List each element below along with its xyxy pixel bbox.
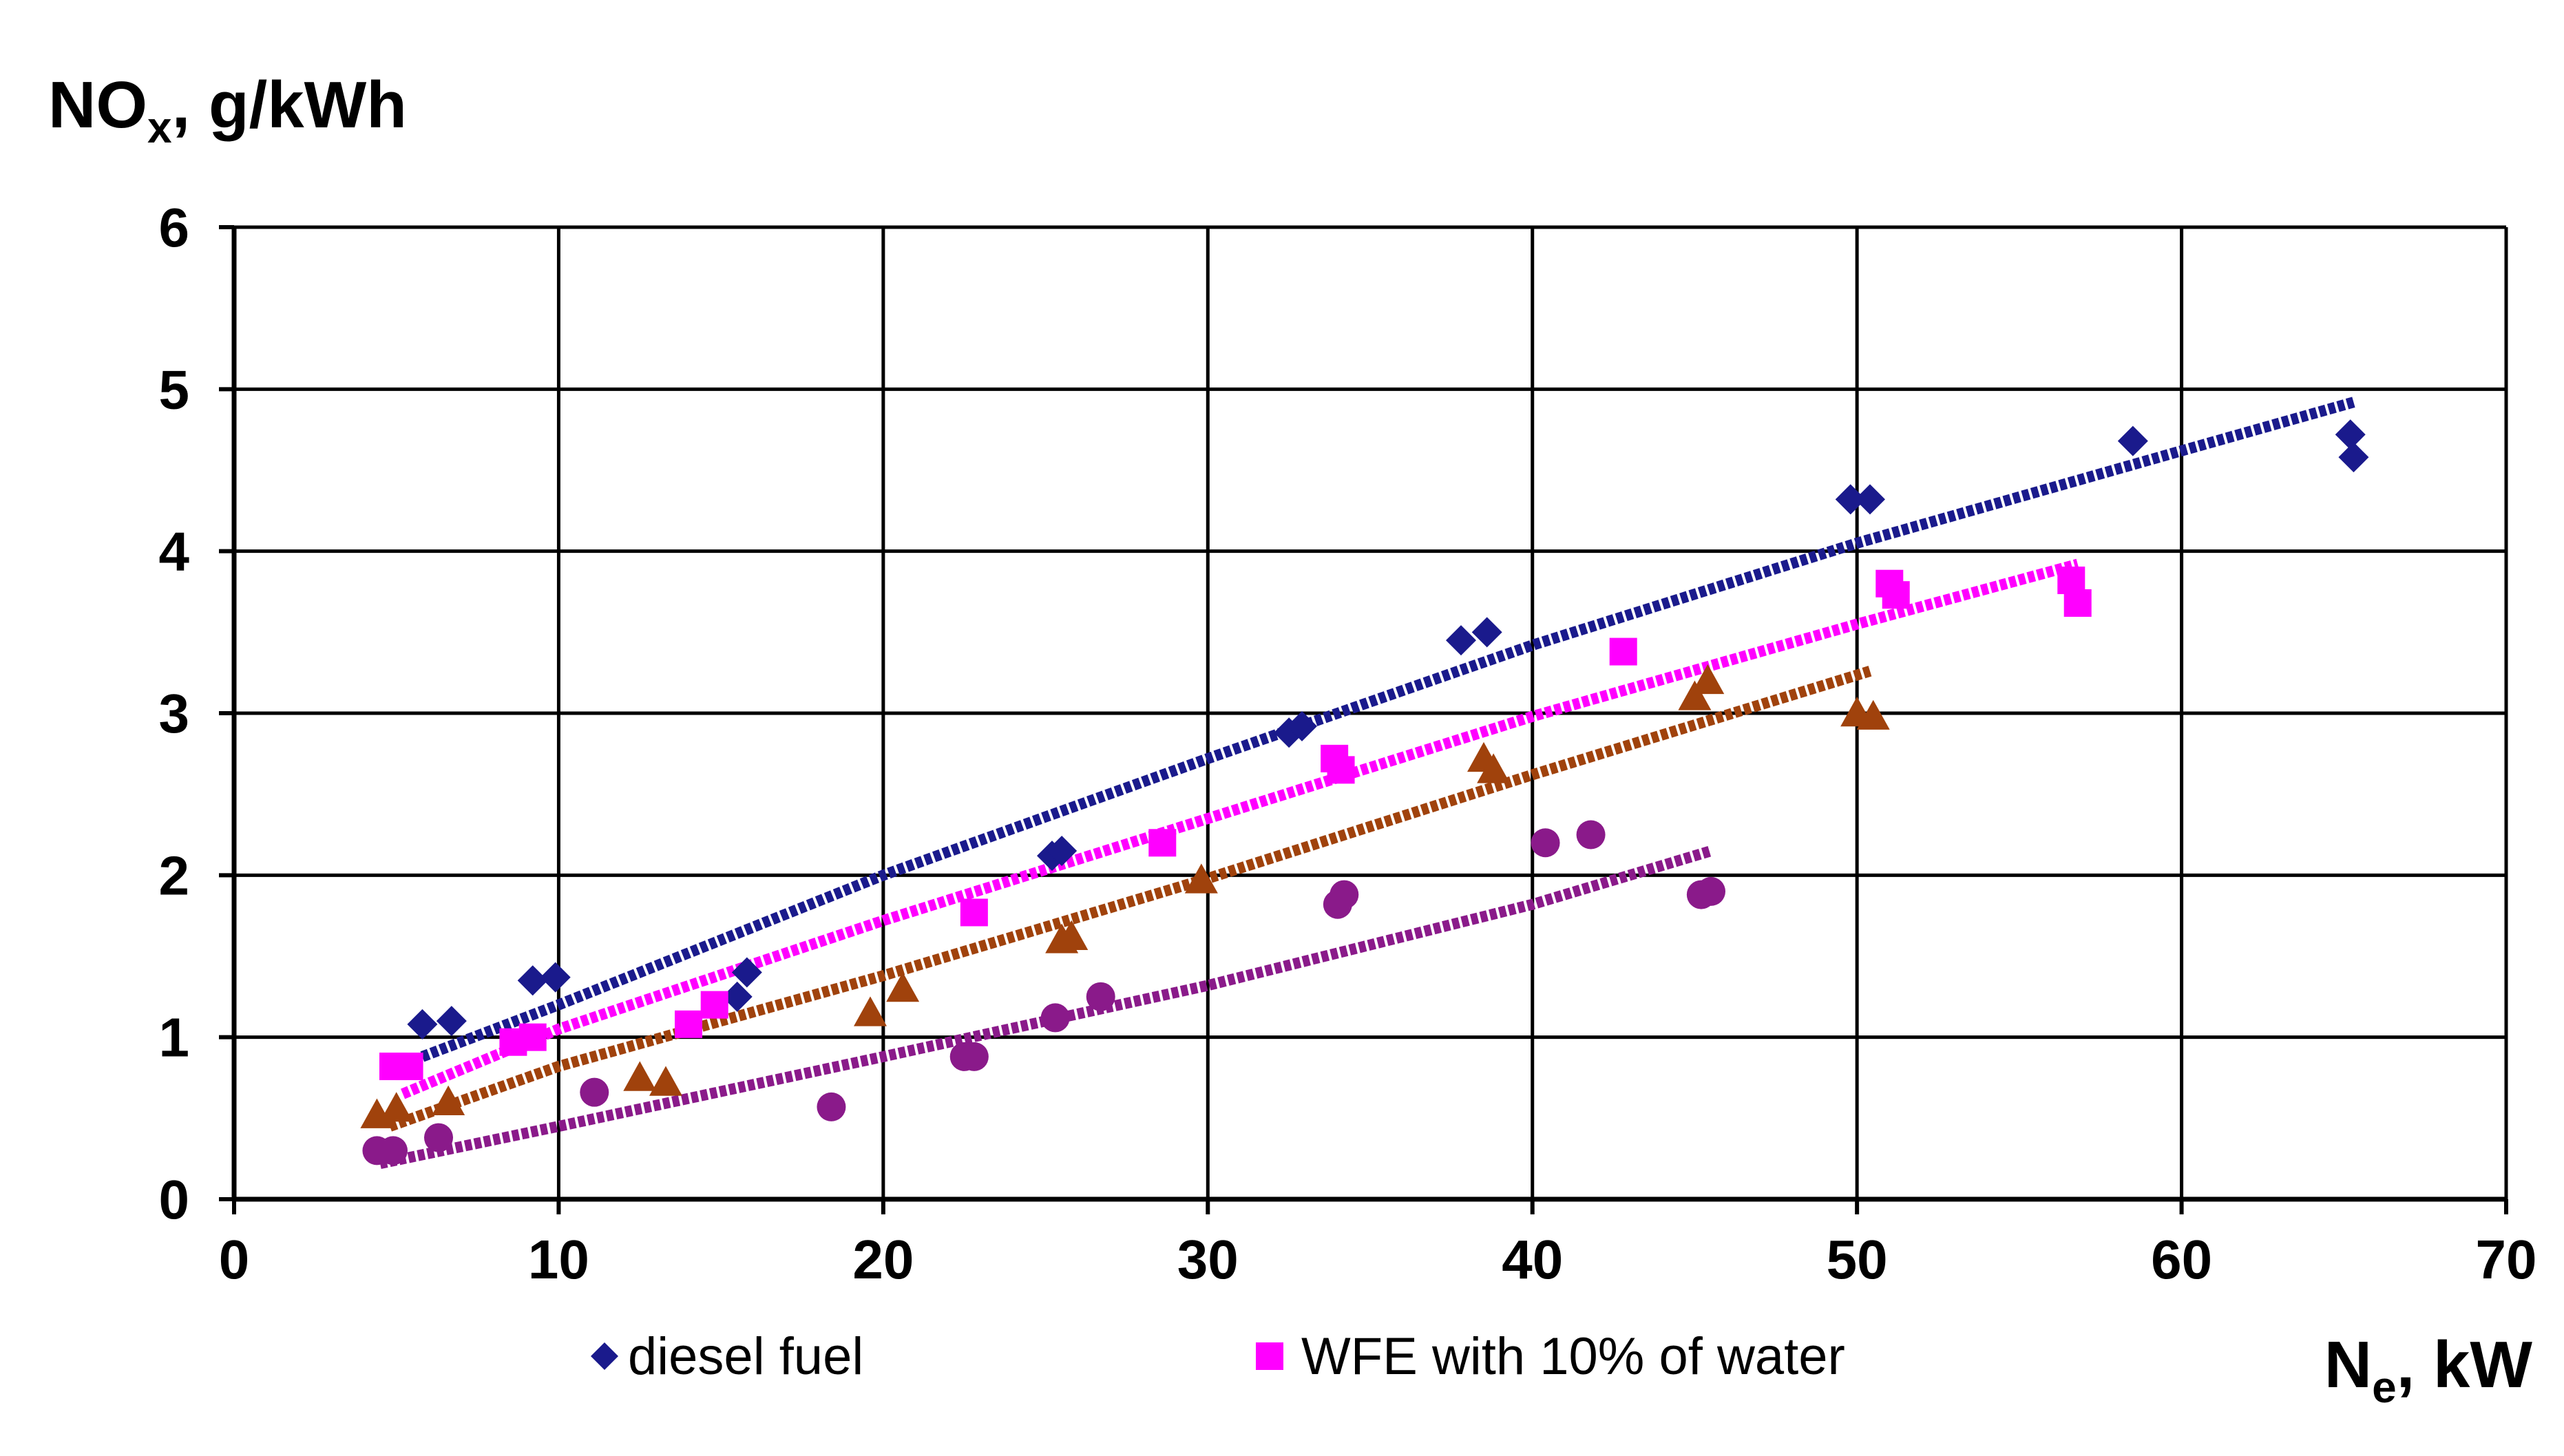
x-tick-label-10: 10	[528, 1229, 589, 1290]
y-tick-label-6: 6	[159, 197, 190, 258]
y-axis-title-rest: , g/kWh	[172, 68, 407, 142]
data-point-series-0-1	[436, 1006, 467, 1037]
data-point-series-3-7	[1040, 1003, 1070, 1033]
trend-line-series-0	[420, 397, 2355, 1062]
axes: 0 10 20 30 40 50 60 70 0 1 2 3 4 5 6	[159, 197, 2537, 1290]
data-point-series-2-15	[1856, 699, 1890, 730]
x-tick-label-60: 60	[2151, 1229, 2212, 1290]
x-tick-label-50: 50	[1827, 1229, 1888, 1290]
x-tick-label-20: 20	[852, 1229, 914, 1290]
x-axis-title-rest: , kW	[2397, 1328, 2533, 1402]
data-point-series-2-12	[1678, 680, 1712, 710]
data-point-series-3-10	[1330, 880, 1359, 909]
data-point-series-0-9	[1287, 710, 1317, 741]
x-axis-title: Ne, kW	[2324, 1328, 2533, 1412]
x-tick-label-70: 70	[2476, 1229, 2537, 1290]
trend-line-series-2	[388, 666, 1872, 1132]
y-axis-title: NOx, g/kWh	[48, 68, 407, 152]
data-point-series-2-9	[1184, 863, 1218, 894]
data-point-series-2-8	[1055, 920, 1089, 950]
x-axis-title-sub: e	[2372, 1362, 2397, 1412]
data-point-series-0-14	[2117, 425, 2148, 456]
data-point-series-0-7	[1047, 836, 1078, 867]
data-point-series-2-4	[649, 1066, 682, 1096]
data-point-series-2-11	[1477, 753, 1511, 783]
data-point-series-2-1	[379, 1092, 413, 1122]
y-tick-label-5: 5	[159, 359, 190, 420]
data-point-series-3-4	[817, 1092, 846, 1121]
legend-marker-wfe-10	[1256, 1342, 1283, 1370]
data-point-series-2-5	[854, 996, 887, 1026]
x-tick-label-40: 40	[1502, 1229, 1563, 1290]
data-point-series-0-16	[2338, 442, 2369, 473]
data-point-series-0-2	[517, 965, 548, 996]
y-tick-label-1: 1	[159, 1007, 190, 1068]
data-points	[360, 419, 2369, 1165]
legend-label-wfe-10: WFE with 10% of water	[1301, 1327, 1845, 1386]
y-tick-label-2: 2	[159, 845, 190, 906]
data-point-series-0-3	[540, 962, 571, 993]
data-point-series-0-10	[1446, 625, 1476, 656]
data-point-series-1-7	[1148, 829, 1177, 857]
data-point-series-2-6	[886, 972, 920, 1002]
y-axis-title-sub: x	[147, 103, 172, 152]
y-axis-title-main: NO	[48, 68, 147, 142]
data-point-series-2-3	[623, 1061, 657, 1091]
y-tick-label-3: 3	[159, 683, 190, 744]
data-point-series-0-15	[2335, 419, 2366, 450]
data-point-series-0-0	[407, 1009, 438, 1040]
data-point-series-3-11	[1531, 828, 1560, 858]
data-point-series-1-12	[1882, 581, 1910, 609]
data-point-series-0-12	[1835, 484, 1866, 515]
data-point-series-3-8	[1086, 982, 1115, 1011]
data-point-series-3-14	[1696, 876, 1725, 906]
y-tick-label-4: 4	[159, 521, 190, 582]
x-tick-label-0: 0	[219, 1229, 250, 1290]
data-point-series-3-3	[580, 1077, 609, 1107]
trend-line-series-1	[401, 558, 2079, 1099]
y-tick-label-0: 0	[159, 1169, 190, 1230]
legend-label-diesel-fuel: diesel fuel	[628, 1327, 863, 1386]
data-point-series-3-1	[379, 1136, 408, 1165]
x-tick-label-30: 30	[1177, 1229, 1239, 1290]
x-axis-title-main: N	[2324, 1328, 2372, 1402]
data-point-series-1-6	[960, 898, 988, 927]
data-point-series-0-11	[1471, 617, 1502, 648]
data-point-series-1-5	[700, 991, 728, 1019]
data-point-series-3-2	[424, 1123, 453, 1152]
data-point-series-0-5	[731, 957, 762, 988]
data-point-series-2-13	[1691, 664, 1725, 695]
data-point-series-1-3	[518, 1023, 547, 1051]
data-point-series-0-13	[1855, 484, 1885, 515]
data-point-series-2-2	[432, 1085, 465, 1115]
data-point-series-3-6	[959, 1042, 989, 1071]
data-point-series-1-14	[2063, 589, 2092, 617]
data-point-series-1-9	[1327, 756, 1355, 784]
data-point-series-0-4	[722, 981, 753, 1012]
data-point-series-1-10	[1609, 637, 1637, 666]
legend-marker-diesel-fuel	[591, 1342, 618, 1370]
data-point-series-1-4	[675, 1010, 702, 1038]
legend: diesel fuel WFE with 10% of water	[591, 1327, 1845, 1386]
data-point-series-3-12	[1576, 820, 1606, 850]
data-point-series-1-1	[395, 1053, 423, 1081]
grid	[234, 225, 2508, 1199]
